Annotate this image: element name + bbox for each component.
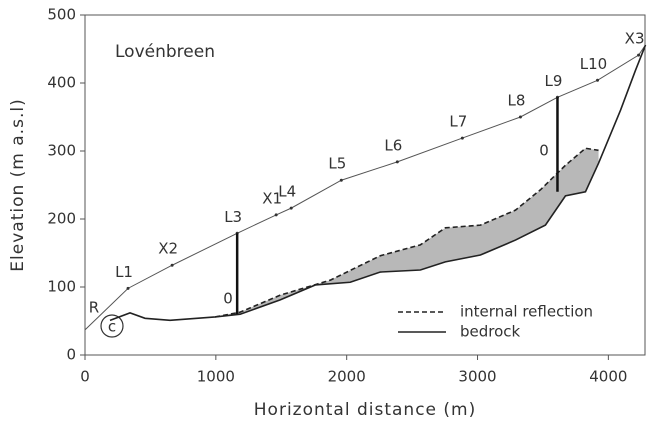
- chart-title: Lovénbreen: [115, 42, 215, 62]
- stake-marker: [395, 160, 399, 164]
- series-line: [215, 147, 599, 318]
- x-axis-label: Horizontal distance (m): [254, 400, 476, 420]
- stake-marker: [339, 178, 343, 182]
- x-tick-label: 4000: [589, 368, 627, 386]
- y-axis-label: Elevation (m a.s.l): [8, 98, 28, 271]
- panel-label: c: [108, 318, 116, 336]
- stake-label: X1: [262, 189, 282, 207]
- stake-marker: [274, 213, 278, 217]
- legend-label: bedrock: [460, 323, 521, 341]
- stake-marker: [518, 115, 522, 119]
- legend-label: internal reflection: [460, 303, 593, 321]
- start-label: R: [89, 299, 99, 317]
- stake-marker: [637, 53, 641, 57]
- y-tick-label: 500: [47, 6, 76, 24]
- stake-marker: [460, 136, 464, 140]
- stake-marker: [289, 206, 293, 210]
- stake-label: L4: [278, 183, 296, 201]
- y-tick-label: 300: [47, 142, 76, 160]
- plot-frame: [84, 14, 646, 356]
- shaded-area: [215, 148, 599, 317]
- x-tick-label: 0: [80, 368, 90, 386]
- stake-label: X2: [158, 240, 178, 258]
- stake-label: L1: [115, 263, 133, 281]
- stake-marker: [126, 286, 130, 290]
- stake-label: L10: [580, 55, 607, 73]
- stake-label: X3: [625, 30, 645, 48]
- depth-zero-label: 0: [223, 290, 233, 308]
- stake-label: L5: [328, 155, 346, 173]
- stake-label: L8: [507, 92, 525, 110]
- x-tick-label: 1000: [197, 368, 235, 386]
- x-tick-label: 2000: [328, 368, 366, 386]
- series-line: [109, 44, 647, 322]
- y-tick-label: 0: [66, 346, 76, 364]
- stake-label: L6: [384, 136, 402, 154]
- stake-marker: [170, 263, 174, 267]
- stake-label: L7: [449, 113, 467, 131]
- x-tick-label: 3000: [458, 368, 496, 386]
- y-tick-label: 400: [47, 74, 76, 92]
- stake-marker: [596, 78, 600, 82]
- surface-line: [84, 44, 646, 331]
- y-tick-label: 200: [47, 210, 76, 228]
- stake-label: L9: [545, 72, 563, 90]
- y-tick-label: 100: [47, 278, 76, 296]
- depth-zero-label: 0: [539, 142, 549, 160]
- panel-circle: [100, 314, 124, 338]
- stake-label: L3: [224, 208, 242, 226]
